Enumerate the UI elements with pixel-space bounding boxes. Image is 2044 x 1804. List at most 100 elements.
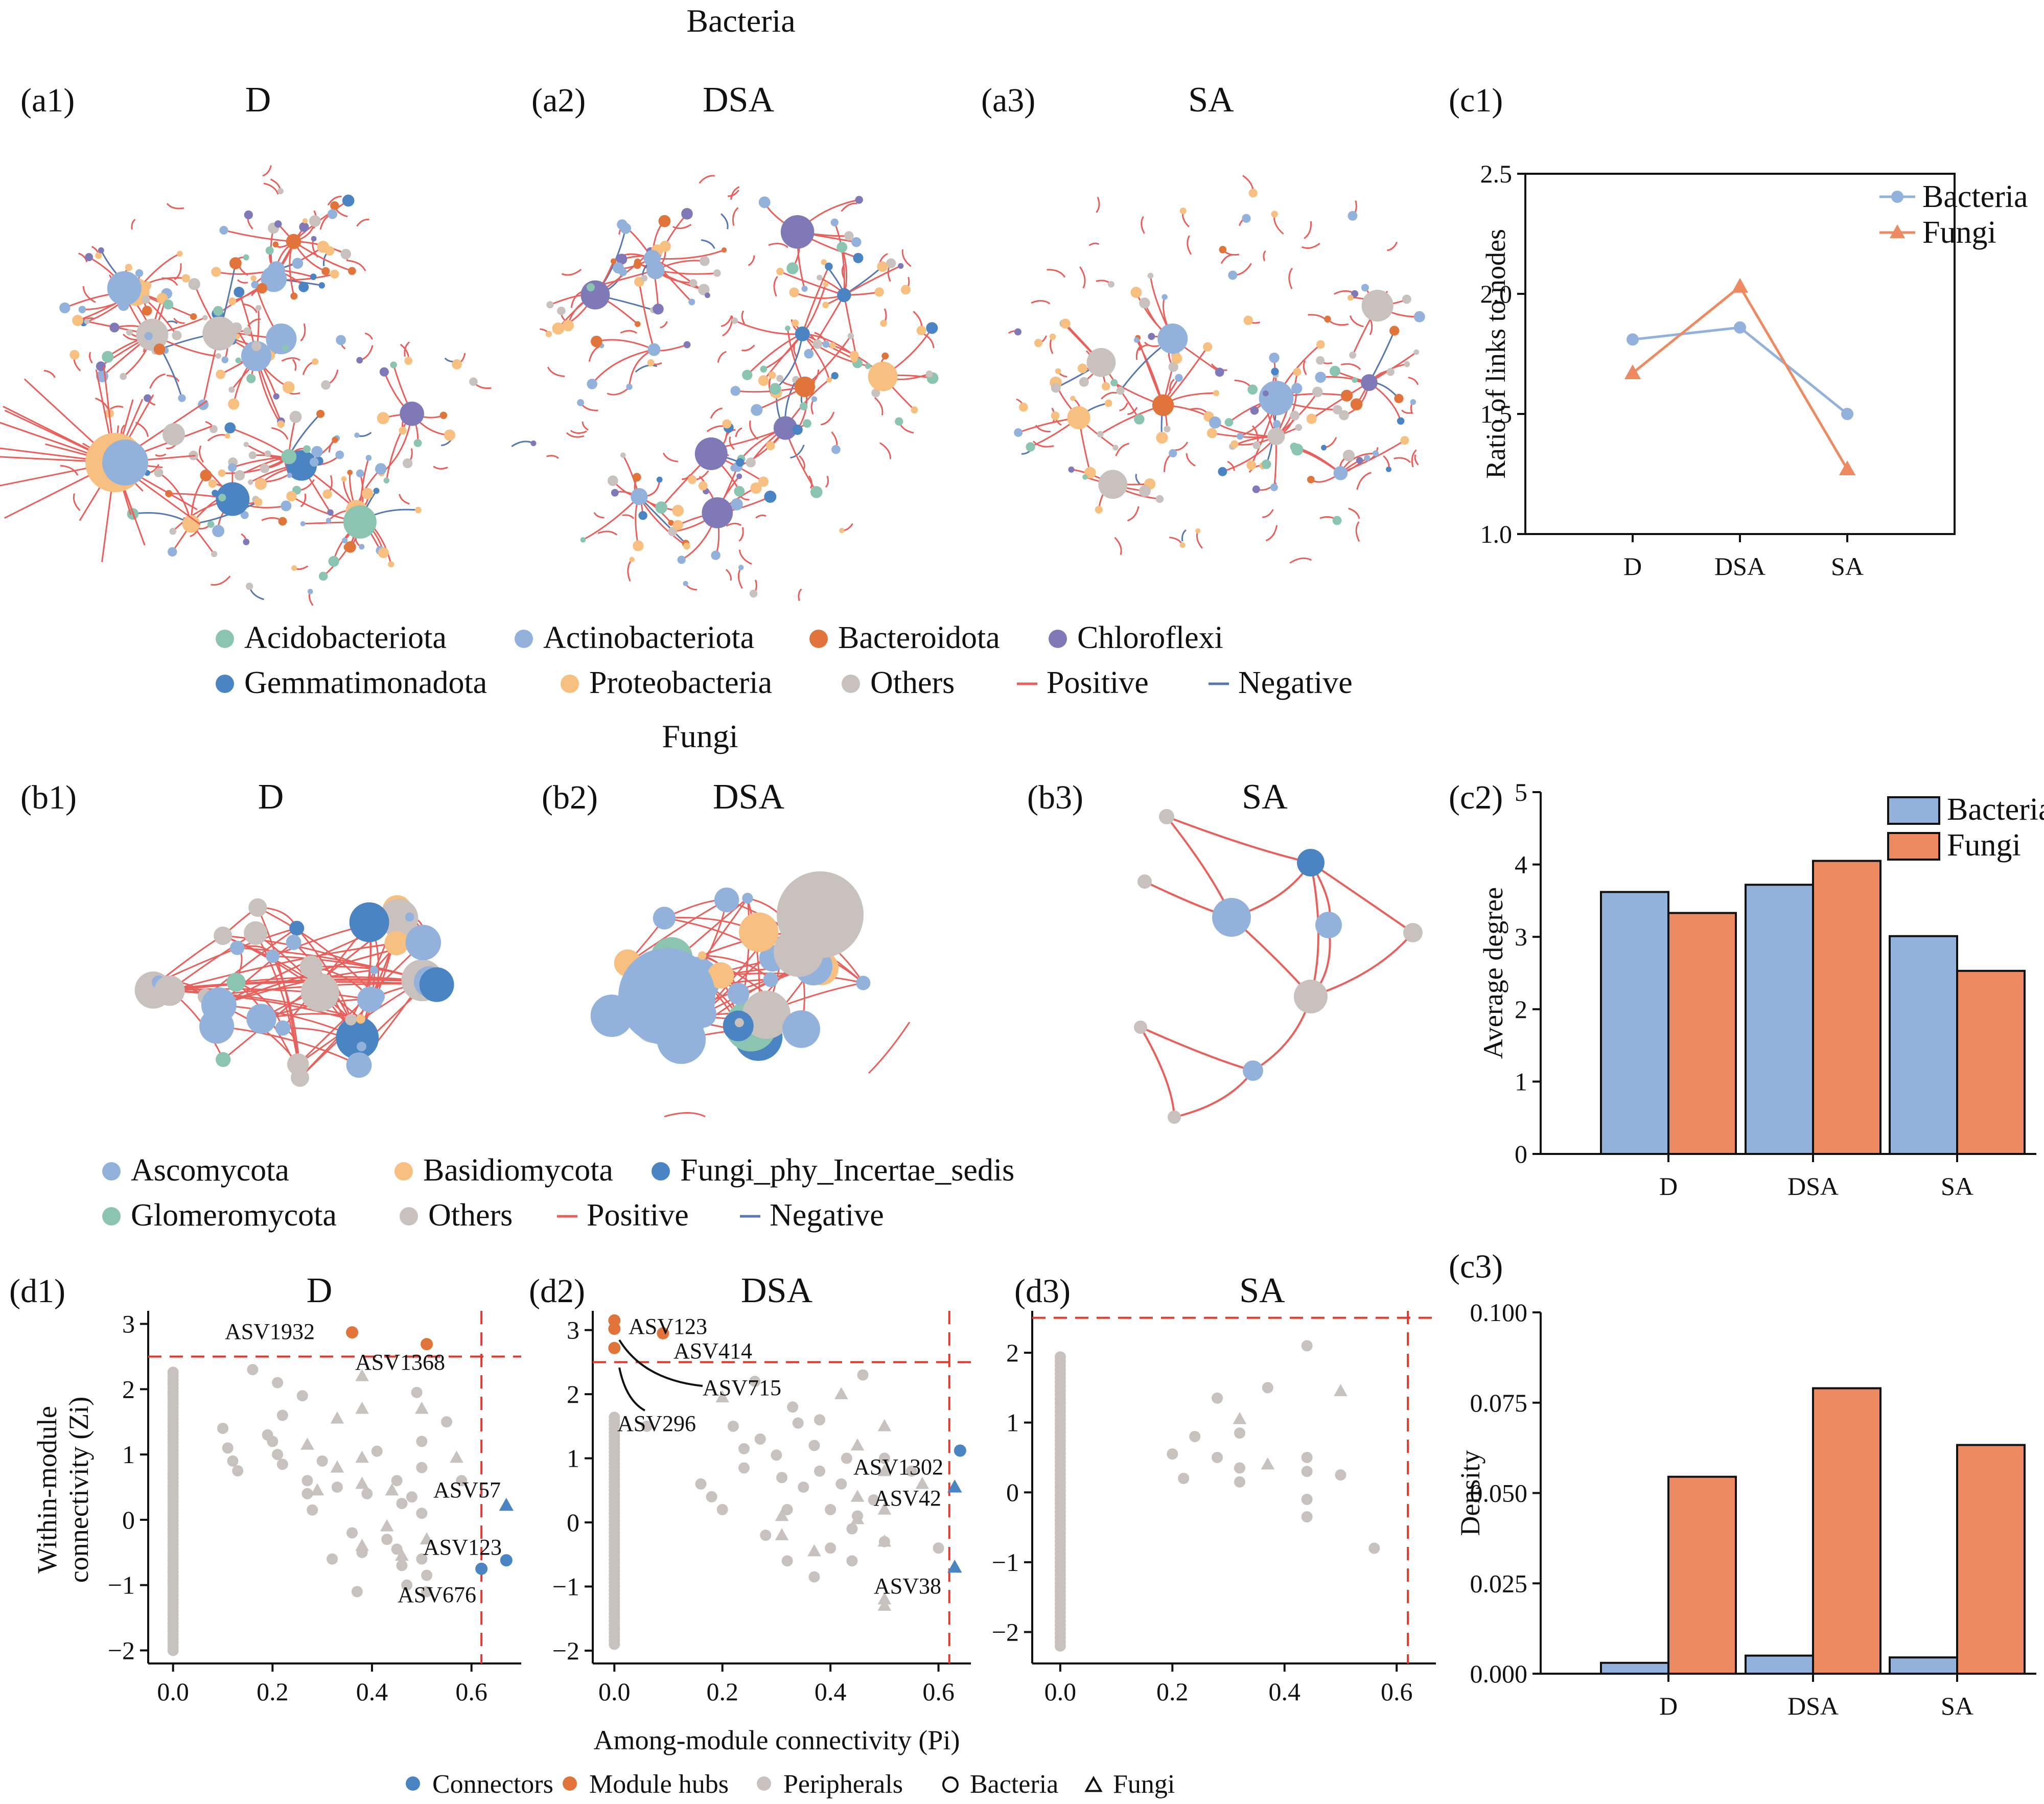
edge <box>1032 441 1054 448</box>
y-tick-label: −1 <box>992 1548 1019 1577</box>
node <box>736 473 742 479</box>
node <box>545 331 552 337</box>
node <box>1246 460 1257 470</box>
peripheral-point <box>391 1475 403 1487</box>
node <box>273 393 280 400</box>
node <box>1397 417 1405 425</box>
edge <box>820 411 835 426</box>
node <box>347 470 353 475</box>
hub-node <box>618 948 715 1045</box>
node <box>711 550 721 560</box>
hub-node <box>286 234 301 249</box>
hub-node <box>1259 381 1294 415</box>
node <box>707 962 734 989</box>
network-edges <box>1008 175 1420 564</box>
peripheral-point <box>361 1488 373 1499</box>
node <box>144 332 153 340</box>
peripheral-point <box>381 1534 393 1545</box>
node <box>844 231 854 241</box>
edge <box>725 569 732 581</box>
peripheral-point <box>395 1548 409 1561</box>
node <box>629 557 635 562</box>
chart-c3-density: (c3) 0.000 0.025 0.050 0.075 0.100 D DSA SA Densi… <box>1449 1248 2036 1720</box>
bar-bacteria-d <box>1600 891 1669 1155</box>
hub-node <box>1267 427 1285 446</box>
peripheral-point <box>276 1459 288 1470</box>
node <box>826 377 832 383</box>
hub-node <box>216 482 250 516</box>
node <box>683 542 690 550</box>
edge <box>1356 472 1372 490</box>
edge <box>293 200 349 242</box>
peripheral-point <box>441 1416 452 1428</box>
legend-item-actinobacteriota: Actinobacteriota <box>515 620 754 655</box>
node <box>742 990 791 1039</box>
node <box>1243 315 1253 326</box>
bar-bacteria-sa <box>1889 935 1958 1155</box>
peripheral-point <box>222 1442 234 1454</box>
y-tick-label: 2 <box>1006 1338 1019 1367</box>
edge <box>292 359 297 371</box>
node <box>1134 414 1145 425</box>
node <box>399 426 407 435</box>
node <box>1291 383 1303 394</box>
peripheral-point <box>641 1420 653 1432</box>
peripheral-point <box>776 1472 787 1484</box>
node <box>266 949 280 963</box>
edge <box>768 243 788 248</box>
node <box>212 525 225 538</box>
node-point-asv1932 <box>346 1326 359 1339</box>
legend-marker <box>563 1776 577 1791</box>
y-tick-label: 0.075 <box>1470 1389 1528 1417</box>
network-title-b1: D <box>258 777 284 817</box>
node <box>405 912 414 922</box>
x-tick-label: 0.0 <box>598 1677 631 1706</box>
edge <box>166 203 184 210</box>
network-title-a1: D <box>245 80 271 120</box>
node <box>359 544 365 550</box>
node <box>328 556 339 567</box>
annotation-asv1932: ASV1932 <box>225 1319 315 1344</box>
node <box>246 1004 276 1034</box>
node <box>1026 442 1035 452</box>
panel-label-c2: (c2) <box>1449 779 1503 816</box>
node <box>344 541 356 553</box>
peripheral-point <box>416 1553 428 1565</box>
node <box>1070 396 1076 401</box>
node <box>349 902 389 942</box>
peripheral-point <box>933 1542 944 1554</box>
node <box>751 404 763 416</box>
node <box>1400 436 1409 445</box>
node <box>1315 372 1327 383</box>
node <box>1347 294 1354 301</box>
node <box>750 482 762 494</box>
data-point <box>1839 460 1856 475</box>
node <box>1179 207 1187 215</box>
node <box>1316 356 1325 365</box>
peripheral-point <box>877 1599 892 1611</box>
node <box>874 287 884 297</box>
network-b1: (b1) D <box>20 777 454 1087</box>
node <box>292 258 304 269</box>
edge <box>167 320 178 325</box>
edge <box>730 186 740 200</box>
network-title-b2: DSA <box>713 777 784 817</box>
edge <box>1408 377 1419 385</box>
legend-item-peripherals: Peripherals <box>757 1770 903 1799</box>
node <box>612 262 624 274</box>
node <box>234 287 245 297</box>
node <box>289 920 305 936</box>
edge <box>1127 506 1140 522</box>
annotation-asv715: ASV715 <box>703 1375 781 1400</box>
legend-marker <box>561 675 579 693</box>
node <box>713 269 721 277</box>
node <box>1295 424 1303 431</box>
node <box>291 565 297 571</box>
node <box>1252 485 1260 493</box>
node <box>336 1016 379 1059</box>
legend-label: Fungi <box>1922 215 1996 250</box>
node <box>300 973 339 1012</box>
node <box>776 375 784 382</box>
node <box>1269 352 1280 363</box>
node <box>312 358 319 365</box>
